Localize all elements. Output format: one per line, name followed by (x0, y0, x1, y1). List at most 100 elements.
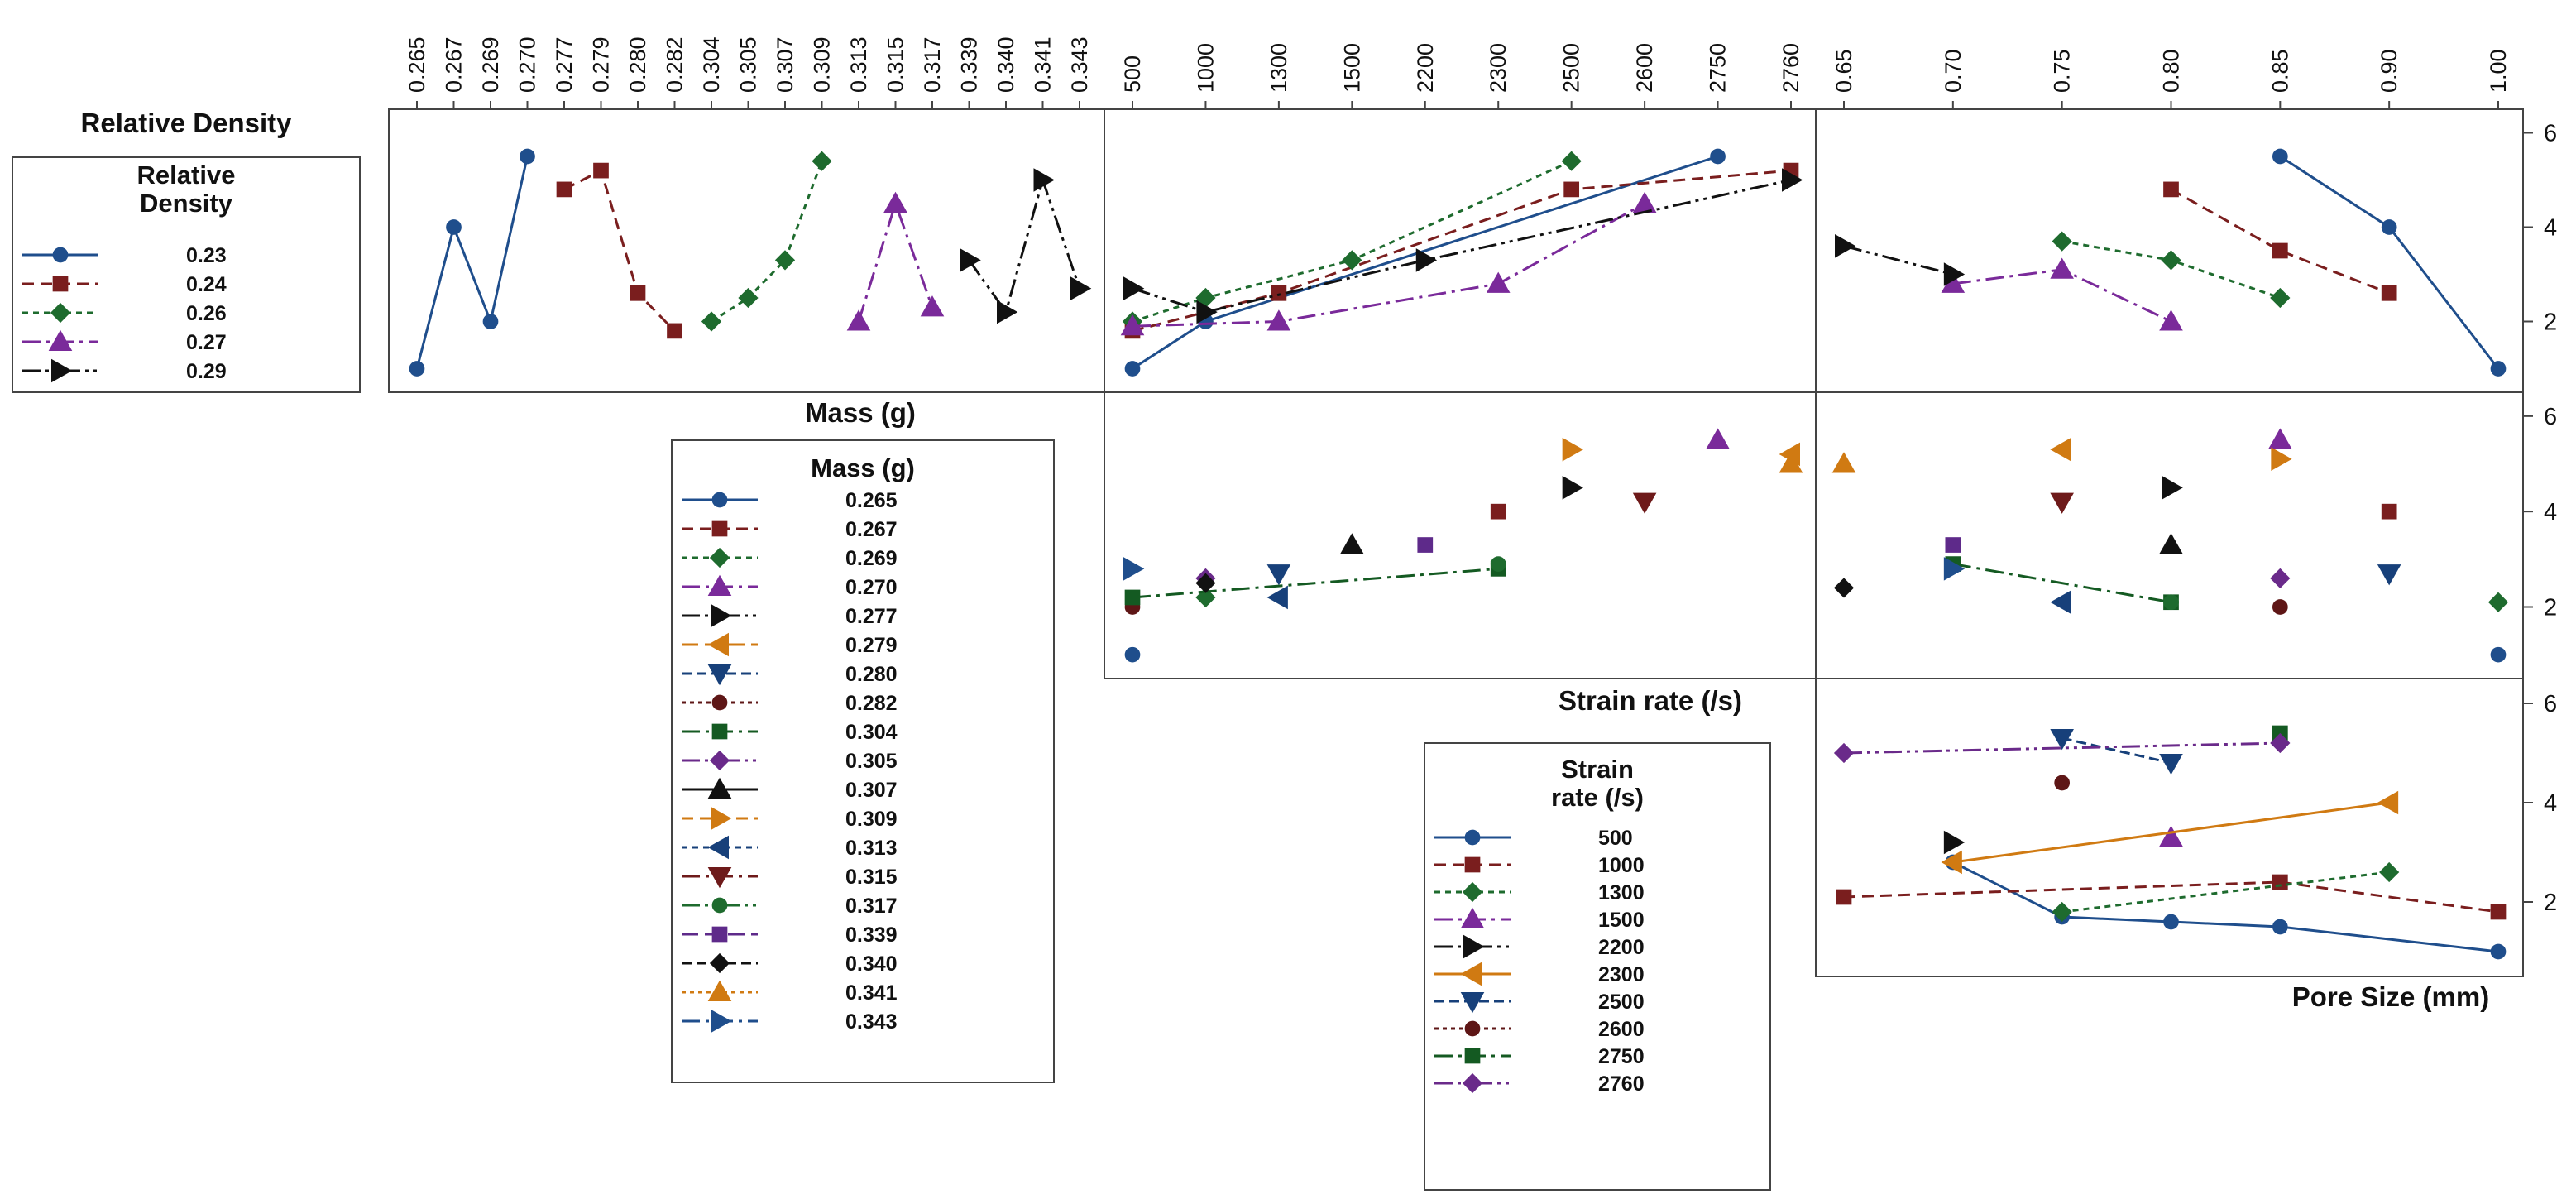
series-0.280 (1266, 564, 1291, 586)
panel-frame (1815, 391, 2524, 679)
legend-entry-label: 0.341 (845, 981, 898, 1005)
data-point (2377, 564, 2401, 586)
series-line (711, 161, 823, 323)
series-0.341 (1779, 452, 1803, 473)
legend-entry-label: 0.277 (845, 605, 898, 628)
legend-swatch-marker (707, 632, 729, 657)
y-tick-label: 6 (2544, 691, 2557, 717)
series-line (1843, 880, 2499, 914)
legend-swatch-marker (707, 867, 732, 889)
x-tick-label: 1.00 (2486, 49, 2511, 93)
data-point (1266, 585, 1288, 610)
data-point (1490, 503, 1506, 520)
series-0.280 (2377, 564, 2401, 586)
data-point (2163, 914, 2179, 930)
series-1300 (2052, 861, 2400, 923)
legend-title: Density (140, 189, 233, 218)
series-0.29 (1123, 168, 1803, 324)
x-tick-label: 0.343 (1067, 36, 1092, 93)
series-0.24 (2163, 181, 2397, 301)
series-2300 (1941, 790, 2399, 875)
legend-swatch-marker (1460, 962, 1482, 986)
data-point (2381, 503, 2397, 520)
legend-title: Mass (g) (811, 453, 915, 482)
data-point (2272, 874, 2288, 890)
legend-entry-label: 0.27 (186, 331, 227, 354)
x-tick-label: 0.304 (699, 36, 724, 93)
legend-entry-label: 0.23 (186, 244, 227, 267)
x-tick-label: 0.267 (442, 36, 467, 93)
legend-entry-label: 0.270 (845, 576, 898, 599)
series-0.26 (1122, 151, 1582, 332)
data-point (2050, 492, 2074, 514)
legend-entry-label: 2750 (1598, 1045, 1645, 1068)
series-line (1132, 179, 1792, 314)
data-point (1632, 191, 1657, 213)
series-line (1132, 202, 1645, 328)
x-tick-label: 0.265 (405, 36, 429, 93)
x-tick-label: 0.80 (2159, 49, 2184, 93)
data-point (520, 148, 535, 165)
series-0.343 (1943, 557, 1966, 581)
data-point (812, 151, 832, 171)
x-tick-label: 2750 (1706, 43, 1731, 93)
data-point (2270, 568, 2291, 588)
legend-swatch-marker (709, 750, 730, 771)
data-point (1833, 742, 1855, 764)
legend-entry-label: 0.282 (845, 692, 898, 715)
data-point (1070, 276, 1092, 300)
series-0.305 (2270, 568, 2291, 588)
data-point (1836, 889, 1852, 905)
data-point (1124, 646, 1141, 663)
legend-entry-label: 0.315 (845, 866, 898, 889)
series-0.307 (2159, 533, 2183, 554)
data-point (1124, 361, 1141, 377)
legend-swatch-marker (1460, 907, 1485, 928)
data-point (2050, 729, 2074, 751)
x-tick-label: 2300 (1486, 43, 1511, 93)
legend-entry-label: 0.339 (845, 923, 898, 947)
x-tick-label: 0.85 (2267, 49, 2292, 93)
x-tick-label: 0.339 (957, 36, 982, 93)
data-point (2050, 437, 2071, 462)
data-point (774, 250, 796, 271)
legend-1: Mass (g) 0.265 0.267 0.269 0.270 0.277 0.279 0.… (671, 439, 1055, 1083)
series-line (1843, 741, 2281, 755)
legend-swatch-marker (1464, 1048, 1481, 1064)
series-2200 (1943, 830, 1966, 855)
series-0.309 (1562, 437, 1583, 462)
legend-heading: Relative Density (81, 108, 293, 138)
data-point (960, 248, 981, 272)
x-tick-label: 0.282 (663, 36, 687, 93)
data-point (2490, 361, 2507, 377)
data-point (1490, 556, 1506, 572)
data-point (593, 162, 609, 179)
x-tick-label: 1300 (1266, 43, 1291, 93)
data-point (409, 361, 425, 377)
y-tick-label: 4 (2544, 790, 2557, 817)
x-tick-label: 1000 (1193, 43, 1218, 93)
legend-swatch-marker (52, 247, 69, 263)
series-0.307 (1340, 533, 1364, 554)
legend-entry-label: 0.24 (186, 273, 227, 296)
data-point (2270, 732, 2291, 754)
y-tick-label: 2 (2544, 595, 2557, 621)
axis-title-0: Mass (g) (805, 397, 916, 428)
data-point (883, 191, 907, 213)
legend-entry-label: 0.279 (845, 634, 898, 657)
series-2760 (1833, 732, 2291, 764)
data-point (1562, 437, 1583, 462)
data-point (1342, 250, 1362, 271)
x-tick-label: 0.340 (994, 36, 1018, 93)
legend-entry-label: 2500 (1598, 991, 1645, 1014)
legend-swatch-marker (707, 980, 732, 1001)
data-point (846, 309, 871, 331)
panel-frame (1815, 678, 2524, 977)
series-0.29 (1835, 234, 1966, 286)
data-point (2163, 594, 2179, 611)
legend-entry-label: 1300 (1598, 881, 1645, 904)
panel-r0-c0 (388, 108, 1105, 393)
data-point (1563, 181, 1580, 198)
data-point (482, 314, 499, 329)
